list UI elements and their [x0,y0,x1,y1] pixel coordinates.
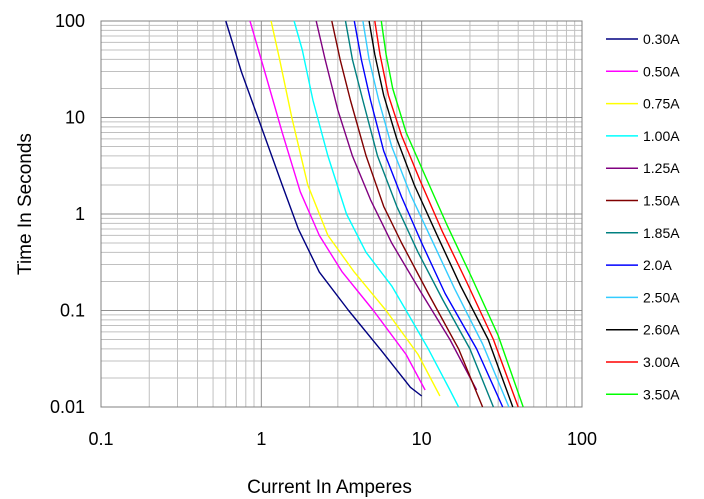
y-tick-label: 0.01 [50,397,85,417]
series-line-1-85a [344,20,495,408]
legend-item: 2.0A [606,257,672,273]
legend-label: 2.0A [643,257,672,273]
legend-label: 1.85A [643,225,680,241]
legend-item: 1.00A [606,128,680,144]
y-axis-tick-labels: 100 10 1 0.1 0.01 [50,11,85,417]
legend-label: 1.25A [643,160,680,176]
legend-label: 0.75A [643,96,680,112]
series-line-0-75a [270,20,441,397]
series-line-2-0a [353,20,504,408]
plot-area-frame [100,20,583,408]
legend-item: 0.50A [606,63,680,79]
x-tick-label: 10 [412,429,432,449]
x-axis-tick-labels: 0.1 1 10 100 [88,429,597,449]
series-line-1-00a [293,20,460,408]
y-tick-label: 100 [55,11,85,31]
legend-label: 1.00A [643,128,680,144]
series-line-2-50a [362,20,510,408]
series-line-3-00a [374,20,519,408]
series-line-1-50a [331,20,484,408]
legend-item: 3.00A [606,354,680,370]
legend-item: 1.85A [606,225,680,241]
legend-label: 3.50A [643,386,680,402]
series-line-0-50a [249,20,426,391]
series-layer [225,20,524,408]
legend-label: 2.60A [643,322,680,338]
legend: 0.30A 0.50A 0.75A 1.00A 1.25A 1.50A 1.85A 2.0A 2… [606,31,680,402]
legend-label: 1.50A [643,193,680,209]
y-axis-title: Time In Seconds [15,133,36,275]
legend-item: 0.30A [606,31,680,47]
series-line-1-25a [315,20,478,391]
x-tick-label: 0.1 [88,429,113,449]
legend-label: 0.30A [643,31,680,47]
x-axis-title: Current In Amperes [247,477,412,498]
legend-item: 1.50A [606,193,680,209]
x-tick-label: 1 [256,429,266,449]
legend-label: 3.00A [643,354,680,370]
series-line-2-60a [368,20,514,408]
legend-item: 2.50A [606,289,680,305]
y-tick-label: 0.1 [60,301,85,321]
legend-label: 2.50A [643,289,680,305]
series-line-0-30a [225,20,423,397]
legend-item: 3.50A [606,386,680,402]
legend-label: 0.50A [643,63,680,79]
legend-item: 0.75A [606,96,680,112]
legend-item: 2.60A [606,322,680,338]
legend-item: 1.25A [606,160,680,176]
series-line-3-50a [380,20,524,408]
x-tick-label: 100 [567,429,597,449]
y-tick-label: 1 [75,204,85,224]
y-tick-label: 10 [65,108,85,128]
